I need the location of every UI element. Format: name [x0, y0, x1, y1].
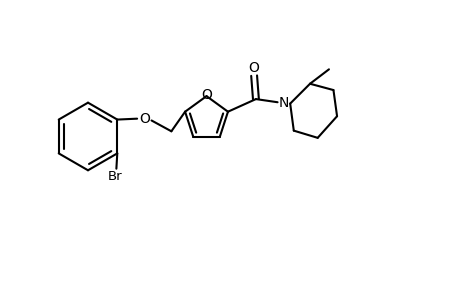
Text: O: O — [139, 112, 150, 126]
Text: O: O — [201, 88, 212, 102]
Text: N: N — [278, 96, 288, 110]
Text: O: O — [248, 61, 259, 74]
Text: Br: Br — [107, 170, 122, 183]
